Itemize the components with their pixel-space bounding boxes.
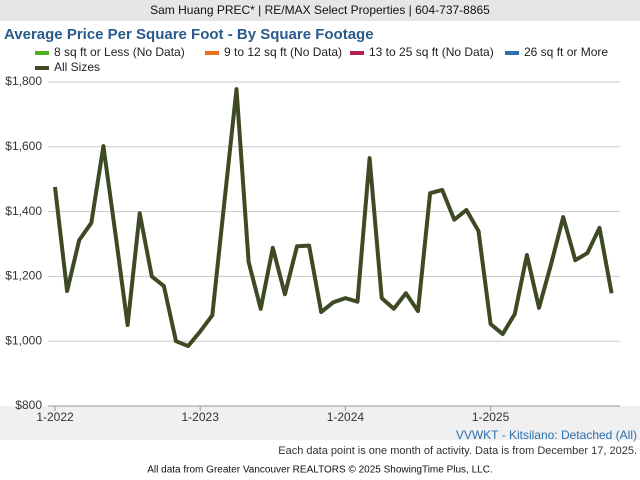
y-tick-label: $800 xyxy=(15,398,42,412)
y-tick-label: $1,800 xyxy=(5,74,42,88)
legend-label: 9 to 12 sq ft (No Data) xyxy=(224,45,342,59)
x-axis-band xyxy=(0,406,640,440)
x-tick-label: 1-2024 xyxy=(327,410,365,424)
header-bar xyxy=(0,0,640,21)
chart-title: Average Price Per Square Foot - By Squar… xyxy=(4,26,374,43)
note: Each data point is one month of activity… xyxy=(278,445,637,457)
series-line xyxy=(53,87,614,349)
header-text: Sam Huang PREC* | RE/MAX Select Properti… xyxy=(150,3,490,17)
y-tick-label: $1,200 xyxy=(5,269,42,283)
legend-label: All Sizes xyxy=(54,60,100,74)
y-tick-label: $1,400 xyxy=(5,204,42,218)
x-tick-label: 1-2023 xyxy=(182,410,220,424)
legend-label: 26 sq ft or More xyxy=(524,45,608,59)
legend-label: 13 to 25 sq ft (No Data) xyxy=(369,45,494,59)
y-tick-label: $1,000 xyxy=(5,333,42,347)
subtitle: VVWKT - Kitsilano: Detached (All) xyxy=(456,428,637,442)
x-tick-label: 1-2022 xyxy=(36,410,74,424)
x-tick-label: 1-2025 xyxy=(472,410,510,424)
legend-label: 8 sq ft or Less (No Data) xyxy=(54,45,185,59)
y-tick-label: $1,600 xyxy=(5,139,42,153)
footer: All data from Greater Vancouver REALTORS… xyxy=(147,465,492,476)
